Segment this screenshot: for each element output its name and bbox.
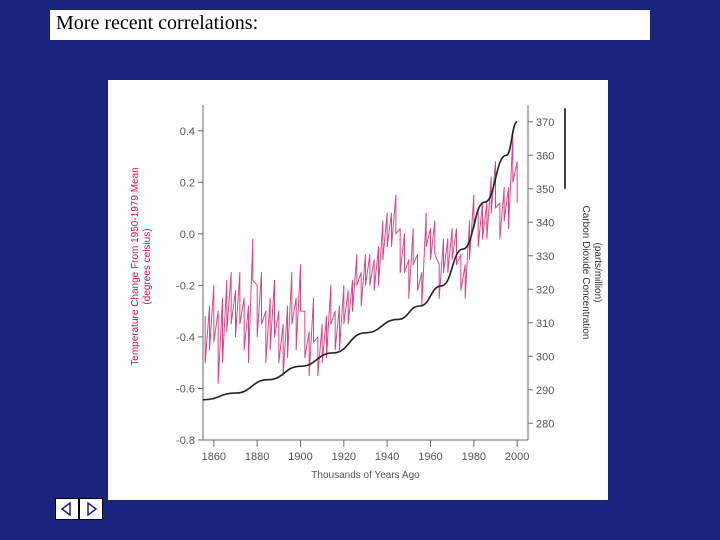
svg-text:370: 370 [536,117,554,129]
slide: More recent correlations: 1860 1880 1900 19… [0,0,720,540]
svg-text:1920: 1920 [332,451,356,463]
svg-text:0.4: 0.4 [180,126,195,138]
svg-text:1880: 1880 [245,451,269,463]
svg-text:1860: 1860 [202,451,226,463]
svg-text:0.0: 0.0 [180,229,195,241]
svg-text:Temperature Change From 1950-1: Temperature Change From 1950-1979 Mean [130,167,141,365]
slide-title: More recent correlations: [56,12,258,34]
svg-text:0.2: 0.2 [180,177,195,189]
svg-text:350: 350 [536,184,554,196]
svg-text:(degrees celsius): (degrees celsius) [142,228,153,304]
svg-text:300: 300 [536,351,554,363]
svg-text:1940: 1940 [375,451,399,463]
title-box: More recent correlations: [50,10,650,40]
svg-text:(parts/million): (parts/million) [592,242,603,302]
chart-container: 1860 1880 1900 1920 1940 1960 1980 2000 Thousand… [108,80,608,500]
nav-buttons [55,498,103,520]
svg-text:-0.6: -0.6 [176,383,195,395]
svg-text:-0.2: -0.2 [176,280,195,292]
svg-text:2000: 2000 [505,451,529,463]
svg-text:1980: 1980 [462,451,486,463]
svg-text:320: 320 [536,284,554,296]
prev-button[interactable] [55,498,79,520]
svg-text:Thousands of Years Ago: Thousands of Years Ago [311,470,420,481]
chevron-right-icon [84,502,98,516]
chevron-left-icon [60,502,74,516]
svg-text:330: 330 [536,251,554,263]
svg-text:1960: 1960 [418,451,442,463]
svg-text:1900: 1900 [288,451,312,463]
svg-text:310: 310 [536,318,554,330]
next-button[interactable] [79,498,103,520]
svg-text:-0.8: -0.8 [176,435,195,447]
svg-text:280: 280 [536,418,554,430]
svg-text:340: 340 [536,217,554,229]
svg-text:Carbon Dioxide Concentration: Carbon Dioxide Concentration [580,206,591,340]
svg-text:360: 360 [536,150,554,162]
svg-text:290: 290 [536,385,554,397]
svg-text:-0.4: -0.4 [176,332,195,344]
correlations-chart: 1860 1880 1900 1920 1940 1960 1980 2000 Thousand… [108,80,608,500]
